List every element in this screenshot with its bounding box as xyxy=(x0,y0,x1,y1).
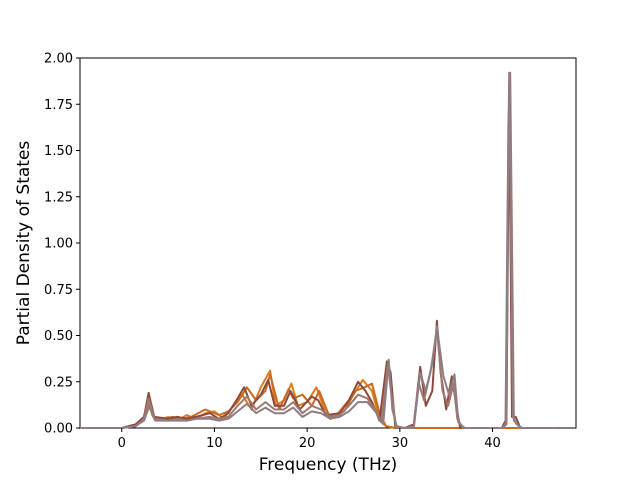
y-tick-label: 0.25 xyxy=(44,375,73,390)
x-tick-label: 10 xyxy=(206,436,223,451)
x-tick-label: 40 xyxy=(484,436,501,451)
y-tick-label: 2.00 xyxy=(44,52,73,67)
x-tick-label: 30 xyxy=(392,436,409,451)
x-axis-label: Frequency (THz) xyxy=(259,455,398,475)
y-tick-label: 1.25 xyxy=(44,190,73,205)
series-line-5 xyxy=(79,71,554,429)
x-tick-label: 20 xyxy=(299,436,316,451)
y-axis-label: Partial Density of States xyxy=(14,141,34,346)
y-tick-label: 1.00 xyxy=(44,237,73,252)
plot-area xyxy=(79,57,577,429)
x-tick-label: 0 xyxy=(118,436,126,451)
y-axis: 0.00 0.25 0.50 0.75 1.00 1.25 1.50 1.75 2.00 xyxy=(44,52,80,437)
plot-frame xyxy=(79,57,577,429)
y-tick-label: 1.75 xyxy=(44,98,73,113)
y-tick-label: 0.50 xyxy=(44,329,73,344)
y-tick-label: 0.75 xyxy=(44,283,73,298)
y-tick-label: 1.50 xyxy=(44,144,73,159)
series-group xyxy=(79,71,554,429)
y-tick-label: 0.00 xyxy=(44,422,73,437)
x-axis: 0 10 20 30 40 xyxy=(118,428,501,451)
